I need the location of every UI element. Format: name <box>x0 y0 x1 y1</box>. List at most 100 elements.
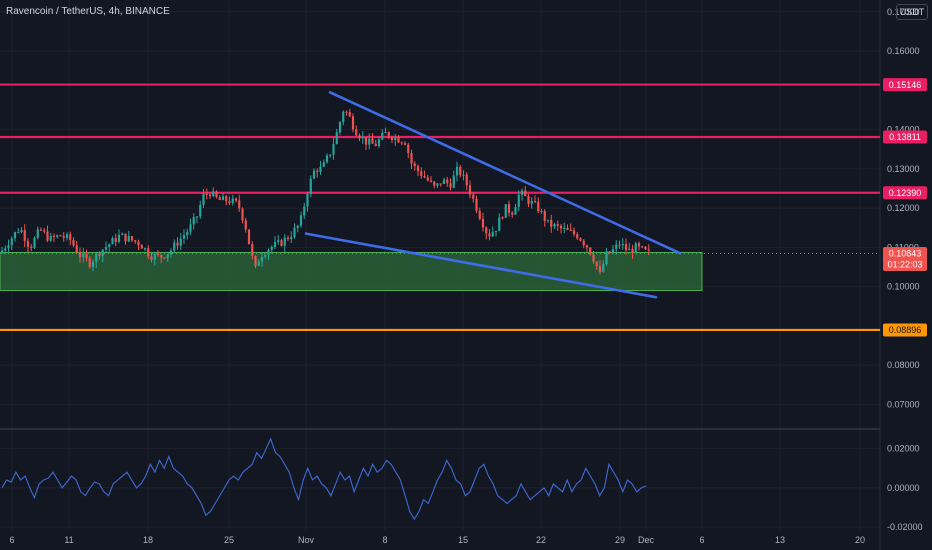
candle-body <box>394 137 397 141</box>
candle-body <box>416 166 420 172</box>
candle-body <box>153 254 156 260</box>
price-tick-label: 0.12000 <box>887 203 920 213</box>
candle-body <box>241 208 244 221</box>
candle-body <box>491 231 494 237</box>
candle-body <box>257 261 260 266</box>
candle-body <box>413 163 416 167</box>
price-tick-label: 0.10000 <box>887 282 920 292</box>
demand-zone <box>0 251 703 292</box>
indicator-series-line <box>1 437 647 521</box>
candle-body <box>439 183 442 185</box>
candle-body <box>208 194 212 197</box>
candle-body <box>221 196 225 200</box>
candle-body <box>160 254 163 258</box>
candle-body <box>218 197 221 200</box>
candle-body <box>358 135 361 139</box>
candle-body <box>465 174 468 186</box>
time-tick-label: 18 <box>143 535 153 545</box>
candle-body <box>462 174 465 176</box>
candle-body <box>306 193 309 207</box>
candle-body <box>254 255 257 266</box>
candle-body <box>361 137 364 139</box>
currency-button[interactable]: USDT <box>896 4 928 20</box>
time-axis[interactable]: 6 11 18 25 Nov 8 15 22 29 Dec 6 13 20 <box>9 535 865 545</box>
candle-body <box>364 137 368 145</box>
time-tick-label: 13 <box>775 535 785 545</box>
level-badge <box>883 78 927 92</box>
candle-body <box>602 264 605 272</box>
candle-body <box>628 248 631 251</box>
candle-body <box>543 211 546 221</box>
candle-body <box>472 194 475 199</box>
candle-body <box>98 253 101 257</box>
candle-body <box>163 257 166 259</box>
candle-body <box>397 137 400 143</box>
candle-body <box>517 194 520 207</box>
price-tick-label: 0.08000 <box>887 360 920 370</box>
candle-body <box>355 129 358 136</box>
candle-body <box>429 180 433 182</box>
candle-body <box>342 111 345 123</box>
candle-body <box>556 224 559 226</box>
candle-body <box>192 217 195 225</box>
candle-body <box>524 190 527 197</box>
candle-body <box>286 237 290 240</box>
candle-body <box>4 248 7 251</box>
last-price-label: 0.10843 <box>889 249 922 259</box>
candle-body <box>345 111 348 113</box>
candle-body <box>88 258 91 267</box>
candle-body <box>173 242 176 251</box>
candle-body <box>527 196 530 204</box>
candle-body <box>121 233 124 235</box>
candle-body <box>485 227 488 234</box>
candle-body <box>312 170 316 179</box>
time-tick-label: 6 <box>9 535 14 545</box>
candle-body <box>283 237 286 246</box>
candle-body <box>205 193 208 195</box>
candle-body <box>114 238 117 242</box>
candle-body <box>592 254 595 262</box>
candle-body <box>150 256 153 260</box>
price-tick-label: 0.16000 <box>887 46 920 56</box>
candle-body <box>595 261 598 267</box>
candle-body <box>85 253 88 259</box>
candle-body <box>179 238 182 246</box>
candle-body <box>182 235 186 239</box>
candle-body <box>195 216 199 218</box>
candle-body <box>280 240 283 246</box>
candle-body <box>309 178 312 194</box>
candle-body <box>147 248 150 257</box>
candle-body <box>371 138 374 144</box>
candle-body <box>468 185 472 195</box>
candle-body <box>426 177 429 181</box>
time-tick-label: 20 <box>855 535 865 545</box>
indicator-tick-label: 0.00000 <box>887 483 920 493</box>
candle-body <box>270 246 273 250</box>
candle-body <box>537 201 540 212</box>
indicator-axis[interactable]: 0.02000 0.00000 -0.02000 <box>887 444 923 532</box>
candle-body <box>618 244 621 246</box>
candle-body <box>17 232 20 234</box>
candle-body <box>43 230 46 232</box>
candle-body <box>264 255 267 257</box>
horizontal-levels <box>0 83 880 332</box>
candle-body <box>553 224 556 227</box>
candle-body <box>572 230 576 235</box>
trend-lines <box>0 90 880 299</box>
price-tick-label: 0.17000 <box>887 7 920 17</box>
candle-body <box>446 179 449 184</box>
candle-body <box>52 235 56 238</box>
candle-body <box>641 246 644 248</box>
candle-body <box>26 240 30 247</box>
candle-body <box>69 234 72 240</box>
level-badge-label: 0.15146 <box>889 80 922 90</box>
candle-body <box>104 246 108 250</box>
candle-body <box>247 229 251 245</box>
candle-body <box>91 261 95 267</box>
candle-body <box>72 239 75 246</box>
level-badge-label: 0.08896 <box>889 325 922 335</box>
chart-title[interactable]: Ravencoin / TetherUS, 4h, BINANCE <box>6 6 170 17</box>
candle-body <box>442 179 446 184</box>
candle-body <box>452 175 455 188</box>
